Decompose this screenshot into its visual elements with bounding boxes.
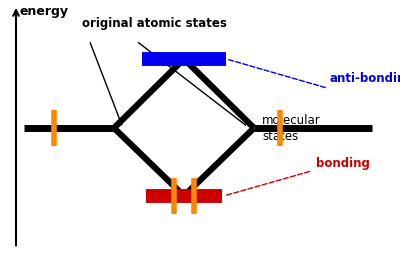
Text: bonding: bonding bbox=[316, 157, 370, 170]
Text: molecular
states: molecular states bbox=[262, 114, 321, 143]
Text: original atomic states: original atomic states bbox=[82, 17, 227, 30]
Text: anti-bonding: anti-bonding bbox=[330, 72, 400, 84]
Text: energy: energy bbox=[20, 5, 69, 18]
